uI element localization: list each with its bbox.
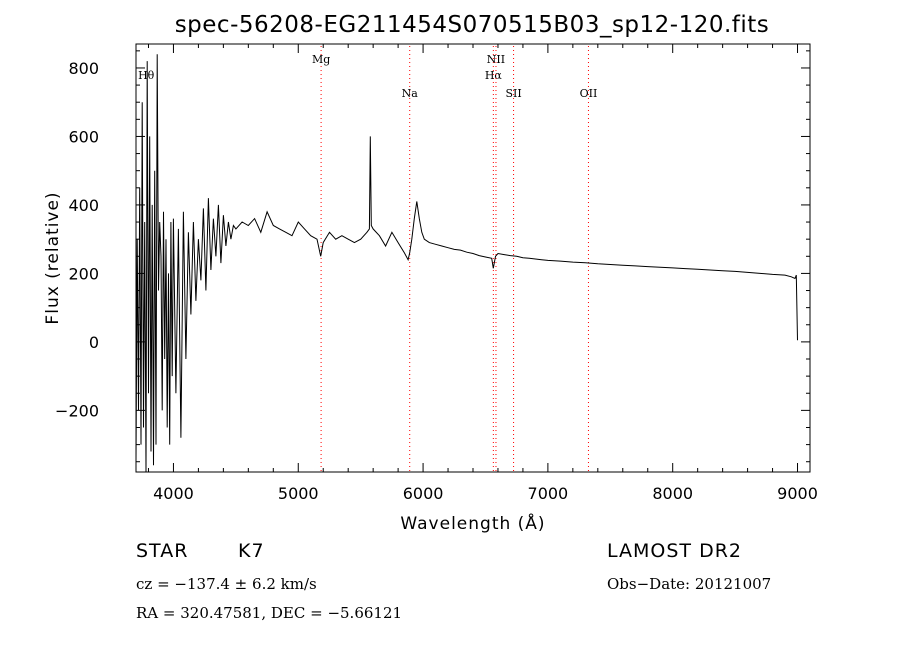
ra-dec: RA = 320.47581, DEC = −5.66121 [136,604,403,622]
marker-label: OII [580,87,598,100]
object-class: STAR [136,540,189,562]
spectrum-chart: spec-56208-EG211454S070515B03_sp12-120.f… [43,12,818,534]
y-tick-label: 800 [68,59,99,78]
axis-ticks: 4000 5000 6000 7000 8000 9000 −200 0 200 400 600 80… [55,44,818,503]
x-tick-label: 6000 [403,484,444,503]
redshift-cz: cz = −137.4 ± 6.2 km/s [136,575,317,593]
x-tick-label: 9000 [777,484,818,503]
x-tick-label: 5000 [278,484,319,503]
spectrum-line [135,54,798,473]
marker-label: Mg [312,53,330,66]
y-tick-label: 400 [68,196,99,215]
y-tick-label: 0 [89,333,99,352]
y-axis-label: Flux (relative) [43,191,63,324]
y-tick-label: 600 [68,127,99,146]
survey-name: LAMOST DR2 [607,540,742,562]
line-markers: Hθ Mg Na Hα NII SII OII [138,46,597,471]
marker-label: Na [402,87,419,100]
x-tick-label: 4000 [153,484,194,503]
y-tick-label: 200 [68,264,99,283]
chart-title: spec-56208-EG211454S070515B03_sp12-120.f… [175,12,770,38]
plot-frame [135,43,811,473]
x-axis-label: Wavelength (Å) [400,512,545,534]
marker-label: Hα [485,69,503,82]
x-tick-label: 8000 [652,484,693,503]
marker-label: Hθ [138,69,155,82]
marker-label: NII [487,53,505,66]
observation-date: Obs−Date: 20121007 [607,575,772,593]
x-tick-label: 7000 [528,484,569,503]
marker-label: SII [505,87,521,100]
object-subclass: K7 [238,540,265,562]
y-tick-label: −200 [55,401,99,420]
